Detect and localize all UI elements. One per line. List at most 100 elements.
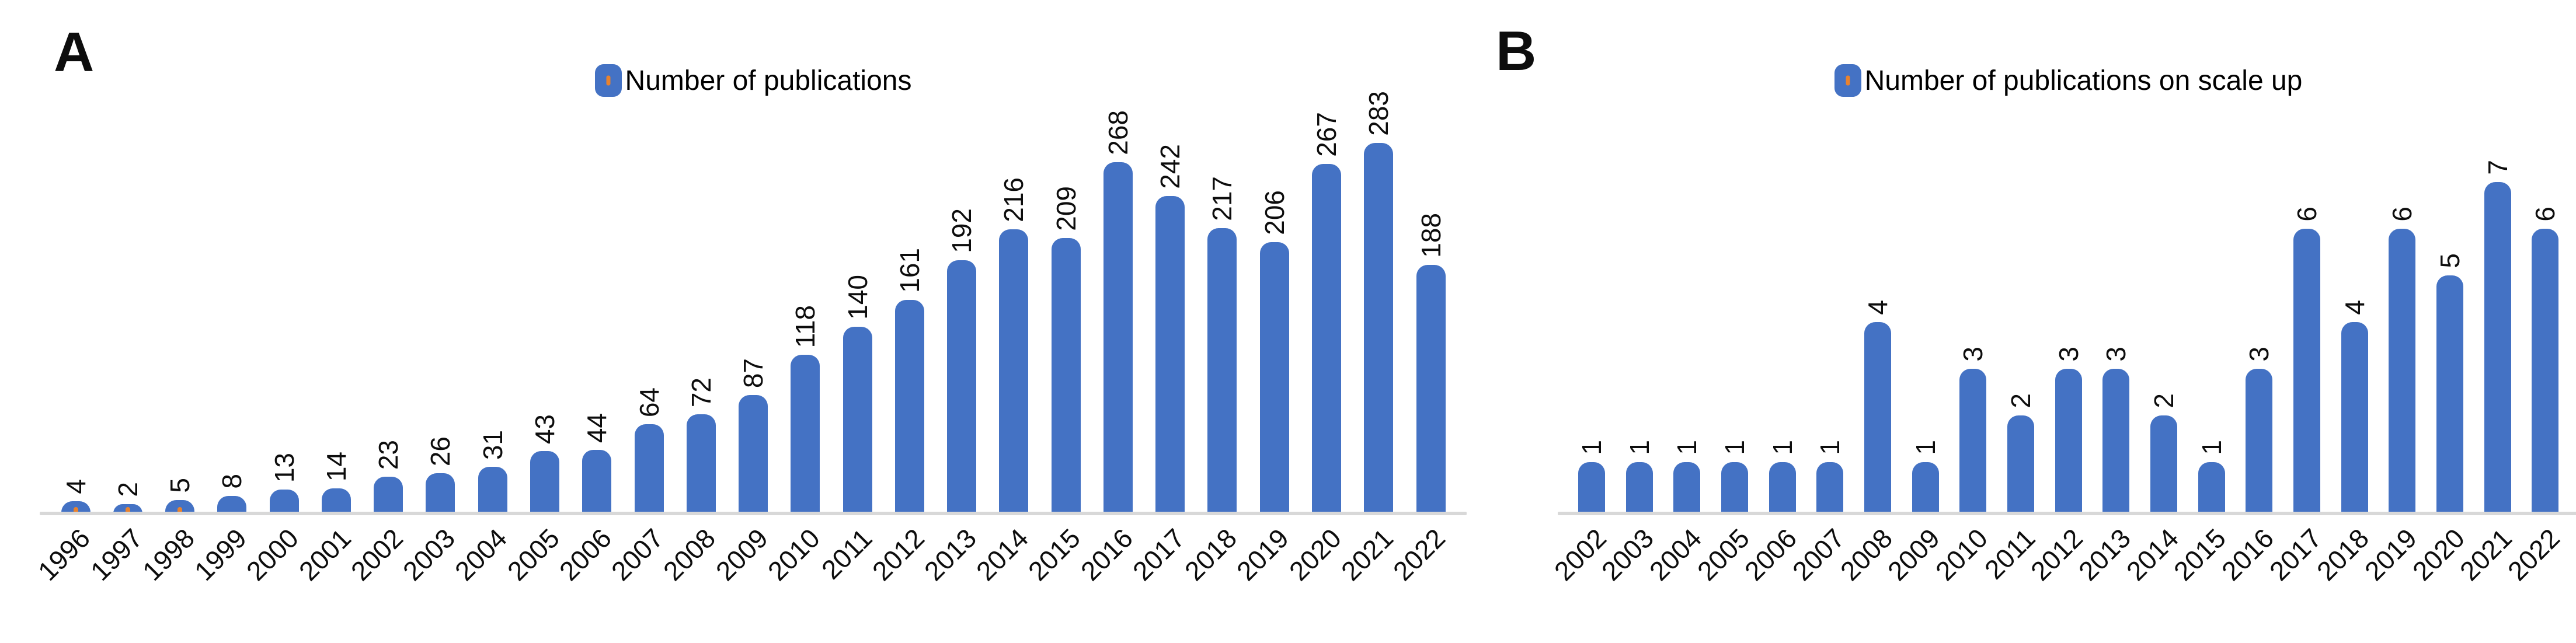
bar-cell-2003: 1 2003: [1596, 0, 1663, 586]
bar-2012: [2055, 369, 2082, 513]
bar-2013: [2102, 369, 2130, 513]
x-axis-label-2015: 2015: [1022, 522, 1087, 587]
bar-value-label: 4: [60, 479, 91, 494]
bar-cell-2014: 216 2014: [970, 0, 1040, 586]
bar-value-label: 161: [894, 248, 925, 293]
bar-cell-2013: 192 2013: [918, 0, 988, 586]
bar-value-label: 217: [1207, 176, 1238, 221]
base-accent-mark: [177, 507, 183, 513]
bar-value-label: 64: [633, 387, 664, 417]
x-axis-label-2003: 2003: [397, 522, 461, 587]
bar-value-label: 7: [2482, 160, 2513, 175]
x-axis-label-1996: 1996: [32, 522, 96, 587]
x-axis-label-1997: 1997: [84, 522, 148, 587]
bar-value-label: 1: [1910, 440, 1941, 455]
bar-2017: [2293, 229, 2320, 513]
bar-2008: [686, 414, 716, 513]
bar-cell-2022: 188 2022: [1387, 0, 1457, 586]
x-axis-label-2014: 2014: [2120, 522, 2184, 587]
bar-2017: [1155, 196, 1185, 513]
x-axis-label-2014: 2014: [970, 522, 1035, 587]
legend-marker-icon: [594, 64, 622, 97]
bar-value-label: 1: [1672, 440, 1703, 455]
bar-cell-2017: 6 2017: [2263, 0, 2331, 586]
bar-value-label: 118: [790, 305, 821, 348]
bar-cell-2006: 1 2006: [1739, 0, 1806, 586]
bar-2021: [1364, 143, 1394, 513]
bar-cell-2016: 3 2016: [2216, 0, 2283, 586]
bar-value-label: 43: [530, 414, 561, 444]
bar-2015: [2198, 462, 2225, 513]
bar-2020: [2436, 275, 2463, 513]
bar-cell-2013: 3 2013: [2073, 0, 2140, 586]
bar-2020: [1312, 164, 1341, 513]
bar-value-label: 242: [1155, 144, 1186, 189]
x-axis-label-2015: 2015: [2168, 522, 2232, 587]
bar-value-label: 283: [1363, 91, 1394, 136]
bar-cell-2007: 1 2007: [1787, 0, 1854, 586]
x-axis-label-2002: 2002: [1548, 522, 1612, 587]
bar-cell-2020: 267 2020: [1283, 0, 1352, 586]
x-axis-label-2001: 2001: [293, 522, 357, 587]
bar-value-label: 3: [2244, 347, 2275, 362]
bar-2009: [1912, 462, 1939, 513]
bar-value-label: 268: [1102, 110, 1133, 155]
x-axis-label-2020: 2020: [2406, 522, 2470, 587]
bar-value-label: 3: [1958, 347, 1989, 362]
bar-2013: [947, 260, 977, 513]
x-axis-label-1999: 1999: [188, 522, 253, 587]
bar-value-label: 6: [2291, 207, 2322, 222]
panel-b: B Number of publications on scale up 1 20…: [1471, 0, 2576, 643]
bar-value-label: 4: [2339, 300, 2370, 315]
panel-b-legend: Number of publications on scale up: [1568, 64, 2569, 97]
x-axis-label-2013: 2013: [2072, 522, 2136, 587]
x-axis-label-2009: 2009: [1882, 522, 1946, 587]
x-axis-label-2004: 2004: [1643, 522, 1707, 587]
x-axis-label-2016: 2016: [2215, 522, 2279, 587]
bar-2010: [791, 355, 820, 513]
bar-value-label: 2: [112, 482, 143, 497]
bar-value-label: 188: [1415, 213, 1446, 258]
bar-2004: [1673, 462, 1701, 513]
x-axis-label-2018: 2018: [1178, 522, 1243, 587]
bar-value-label: 3: [2053, 347, 2084, 362]
bar-cell-2011: 140 2011: [816, 0, 883, 585]
bar-cell-2000: 13 2000: [241, 0, 310, 586]
bar-2006: [1769, 462, 1796, 513]
x-axis-label-2005: 2005: [501, 522, 565, 587]
bar-2022: [2532, 229, 2559, 513]
panel-a-legend: Number of publications: [50, 64, 1457, 97]
x-axis-label-2011: 2011: [1978, 522, 2041, 585]
bar-2022: [1416, 265, 1446, 513]
x-axis-label-2018: 2018: [2311, 522, 2375, 587]
bar-2010: [1959, 369, 1987, 513]
bar-2011: [843, 327, 872, 513]
x-axis-label-2021: 2021: [1335, 522, 1399, 587]
bar-cell-2016: 268 2016: [1074, 0, 1144, 586]
x-axis-label-2006: 2006: [1739, 522, 1803, 587]
bar-2003: [426, 473, 455, 513]
x-axis-label-1998: 1998: [136, 522, 200, 587]
bar-value-label: 13: [269, 452, 300, 483]
bar-value-label: 1: [1624, 440, 1655, 455]
bar-value-label: 31: [477, 429, 508, 460]
x-axis-label-2010: 2010: [1929, 522, 1993, 587]
base-accent-mark: [73, 507, 78, 513]
bar-cell-2004: 1 2004: [1644, 0, 1711, 586]
x-axis-label-2011: 2011: [815, 522, 878, 585]
x-axis-label-2003: 2003: [1596, 522, 1660, 587]
x-axis-label-2017: 2017: [2263, 522, 2327, 587]
bar-value-label: 216: [998, 177, 1029, 222]
bar-2006: [582, 450, 612, 513]
bar-cell-2005: 43 2005: [502, 0, 570, 586]
x-axis-label-2012: 2012: [866, 522, 930, 587]
bar-cell-2019: 6 2019: [2359, 0, 2426, 586]
bar-cell-2019: 206 2019: [1231, 0, 1300, 586]
bar-1999: [217, 496, 247, 513]
bar-cell-2008: 72 2008: [657, 0, 727, 586]
bar-value-label: 2: [2005, 393, 2036, 408]
bar-2016: [1103, 162, 1133, 513]
bar-value-label: 87: [738, 358, 769, 388]
legend-marker-accent-dash: [606, 75, 611, 86]
